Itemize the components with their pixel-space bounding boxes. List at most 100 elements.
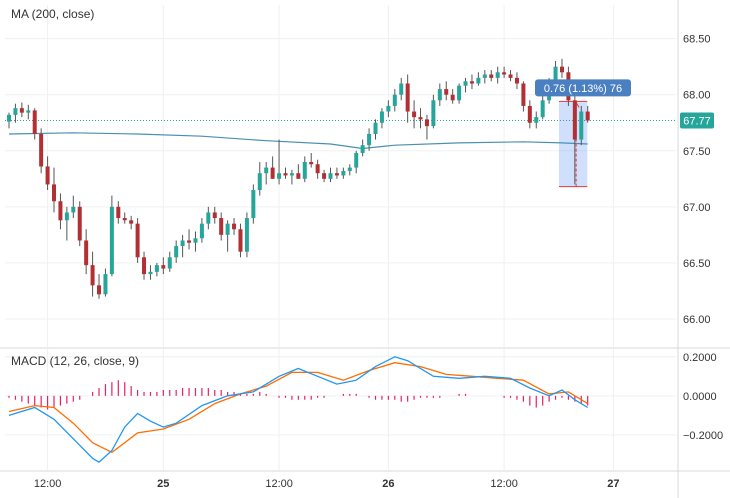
candle: [482, 70, 487, 84]
candle: [77, 201, 82, 247]
candle: [367, 128, 372, 151]
candle: [238, 223, 243, 258]
candle: [495, 66, 500, 84]
candle-body: [244, 218, 249, 252]
candle-body: [495, 72, 500, 78]
candle: [527, 100, 532, 129]
candle: [109, 195, 114, 277]
candle-body: [219, 218, 224, 235]
candle: [199, 218, 204, 243]
candle-body: [64, 212, 69, 221]
candle: [129, 215, 134, 230]
candle-body: [129, 220, 134, 224]
candle-body: [360, 145, 365, 154]
candle: [341, 167, 346, 179]
candle-body: [116, 206, 121, 219]
candle-body: [437, 89, 442, 101]
candle-body: [71, 206, 76, 213]
candle: [206, 206, 211, 230]
candle-body: [373, 122, 378, 134]
candle-body: [405, 83, 410, 112]
candle: [64, 206, 69, 241]
candle: [360, 139, 365, 157]
candle: [58, 193, 63, 230]
candle-body: [457, 85, 462, 101]
candle: [116, 201, 121, 224]
macd-signal-line: [8, 362, 589, 454]
candle: [392, 89, 397, 112]
candle-body: [199, 223, 204, 239]
candle-body: [257, 173, 262, 191]
candle-body: [482, 74, 487, 78]
candle: [154, 262, 159, 277]
candle: [328, 167, 333, 183]
candle-body: [412, 111, 417, 118]
candle-body: [13, 108, 18, 115]
candle-body: [264, 167, 269, 174]
candle-body: [508, 74, 513, 78]
candle: [122, 212, 127, 224]
candle-body: [444, 89, 449, 95]
candle: [302, 156, 307, 183]
candle: [84, 229, 89, 275]
candle-body: [572, 100, 577, 140]
candle: [418, 108, 423, 129]
macd-indicator-label[interactable]: MACD (12, 26, close, 9): [11, 354, 139, 368]
candle: [161, 257, 166, 275]
candle-body: [579, 111, 584, 140]
candle: [187, 229, 192, 250]
candle: [232, 218, 237, 235]
price-tick-label: 68.50: [683, 34, 711, 46]
candle: [476, 72, 481, 86]
candle-body: [341, 170, 346, 176]
time-tick-label: 26: [382, 478, 394, 490]
candle: [296, 164, 301, 179]
candle: [7, 112, 11, 129]
candle: [45, 156, 50, 191]
candle-body: [206, 212, 211, 224]
macd-tick-label: −0.2000: [683, 430, 723, 442]
candle-body: [334, 173, 339, 176]
measure-tooltip-box: [535, 79, 631, 97]
candle-body: [52, 184, 57, 202]
candle: [469, 74, 474, 90]
price-tick-label: 68.00: [683, 90, 711, 102]
price-tick-label: 67.00: [683, 202, 711, 214]
time-tick-label: 12:00: [490, 478, 518, 490]
candle: [405, 74, 410, 123]
candle: [559, 58, 564, 78]
last-price-value: 67.77: [683, 116, 711, 128]
last-price-badge-box: [680, 112, 714, 129]
candle: [71, 195, 76, 219]
candle: [354, 150, 359, 174]
macd-series: [8, 356, 589, 464]
measure-tooltip-text: 0.76 (1.13%) 76: [544, 83, 622, 95]
candle: [39, 128, 44, 174]
candle-body: [58, 201, 63, 221]
candle: [534, 111, 539, 129]
candle: [32, 108, 37, 140]
price-axis[interactable]: 68.50 68.00 67.50 67.00 66.50 66.00: [683, 34, 711, 326]
candle: [347, 164, 352, 176]
candle-body: [187, 240, 192, 243]
candle: [521, 81, 526, 112]
candle: [514, 72, 519, 90]
candle: [457, 83, 462, 104]
candle: [431, 94, 436, 129]
candle: [264, 161, 269, 185]
candle: [244, 212, 249, 258]
macd-axis[interactable]: 0.2000 0.0000 −0.2000: [683, 352, 723, 442]
candle-body: [77, 206, 82, 241]
candle: [373, 119, 378, 140]
moving-average-200: [8, 132, 588, 150]
ma-indicator-label[interactable]: MA (200, close): [11, 7, 94, 21]
candle: [579, 105, 584, 146]
candle-body: [450, 94, 455, 101]
candle: [97, 274, 102, 299]
candle-body: [302, 161, 307, 179]
candle-body: [476, 77, 481, 84]
candle: [277, 139, 282, 185]
time-axis[interactable]: 12:00 25 12:00 26 12:00 27: [34, 478, 620, 490]
